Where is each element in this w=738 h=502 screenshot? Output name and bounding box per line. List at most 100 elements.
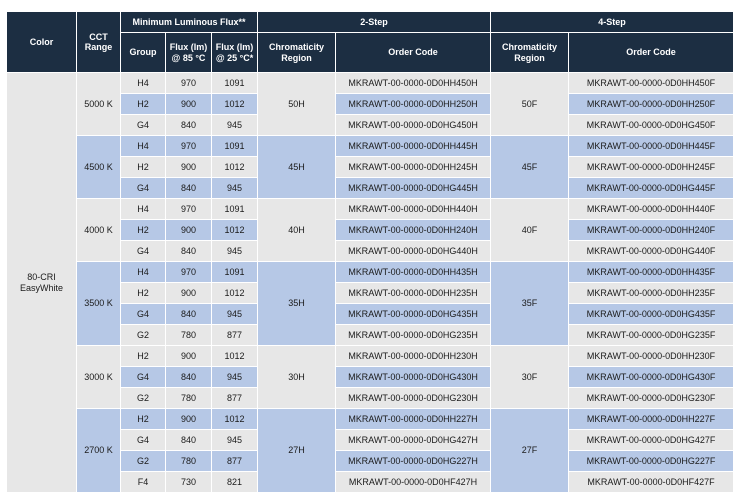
table-row: G4 840 945 MKRAWT-00-0000-0D0HG427H MKRAWT-0…: [7, 429, 735, 451]
flux-25-cell: 1012: [210, 282, 259, 304]
table-row: F4 730 821 MKRAWT-00-0000-0D0HF427H MKRAWT-0…: [7, 471, 735, 493]
flux-85-cell: 900: [165, 408, 212, 430]
flux-85-cell: 900: [165, 93, 212, 115]
flux-25-cell: 877: [210, 324, 259, 346]
chromaticity-2step-cell: 27H: [257, 408, 337, 493]
flux-85-cell: 840: [165, 240, 212, 262]
group-cell: H2: [120, 156, 166, 178]
color-cell: 80-CRI EasyWhite: [6, 72, 77, 493]
order-code-4step-cell: MKRAWT-00-0000-0D0HG445F: [568, 177, 735, 199]
cct-range-cell: 2700 K: [76, 408, 121, 493]
flux-25-cell: 1091: [210, 261, 259, 283]
cct-range-cell: 3500 K: [76, 261, 121, 346]
order-code-4step-cell: MKRAWT-00-0000-0D0HG230F: [568, 387, 735, 409]
chromaticity-4step-cell: 45F: [490, 135, 570, 199]
group-cell: G4: [120, 240, 166, 262]
order-code-4step-cell: MKRAWT-00-0000-0D0HH450F: [568, 72, 735, 94]
flux-85-cell: 780: [165, 324, 212, 346]
chromaticity-2step-cell: 40H: [257, 198, 337, 262]
order-code-4step-cell: MKRAWT-00-0000-0D0HH230F: [568, 345, 735, 367]
order-code-2step-cell: MKRAWT-00-0000-0D0HH240H: [335, 219, 492, 241]
order-code-2step-cell: MKRAWT-00-0000-0D0HG445H: [335, 177, 492, 199]
order-code-2step-cell: MKRAWT-00-0000-0D0HG430H: [335, 366, 492, 388]
cct-range-header: CCT Range: [76, 11, 121, 73]
order-code-2step-cell: MKRAWT-00-0000-0D0HH235H: [335, 282, 492, 304]
flux-25-cell: 877: [210, 387, 259, 409]
flux-25-cell: 945: [210, 366, 259, 388]
flux-25-cell: 821: [210, 471, 259, 493]
order-code-4step-cell: MKRAWT-00-0000-0D0HH235F: [568, 282, 735, 304]
chromaticity-2step-cell: 45H: [257, 135, 337, 199]
order-code-2step-cell: MKRAWT-00-0000-0D0HH450H: [335, 72, 492, 94]
chromaticity-4step-cell: 27F: [490, 408, 570, 493]
table-row: G2 780 877 MKRAWT-00-0000-0D0HG235H MKRAWT-0…: [7, 324, 735, 346]
flux-85-cell: 970: [165, 72, 212, 94]
group-cell: G2: [120, 324, 166, 346]
flux-25-cell: 1091: [210, 135, 259, 157]
order-code-4step-cell: MKRAWT-00-0000-0D0HG430F: [568, 366, 735, 388]
order-code-2step-cell: MKRAWT-00-0000-0D0HG235H: [335, 324, 492, 346]
flux-85-cell: 730: [165, 471, 212, 493]
flux-25-cell: 945: [210, 240, 259, 262]
table-row: G4 840 945 MKRAWT-00-0000-0D0HG440H MKRAWT-0…: [7, 240, 735, 262]
order-code-4step-cell: MKRAWT-00-0000-0D0HH440F: [568, 198, 735, 220]
table-row: 80-CRI EasyWhite 5000 K H4 970 1091 50H MKRAWT…: [6, 72, 735, 493]
flux-25-cell: 877: [210, 450, 259, 472]
table-header: Color CCT Range Minimum Luminous Flux** …: [6, 11, 735, 73]
chromaticity-2step-cell: 35H: [257, 261, 337, 346]
flux-85-cell: 900: [165, 282, 212, 304]
order-code-2step-cell: MKRAWT-00-0000-0D0HG427H: [335, 429, 492, 451]
chromaticity-4step-header: Chromaticity Region: [490, 32, 570, 73]
order-code-2step-cell: MKRAWT-00-0000-0D0HG227H: [335, 450, 492, 472]
table-row: H2 900 1012 MKRAWT-00-0000-0D0HH245H MKRAWT-…: [7, 156, 735, 178]
min-flux-header: Minimum Luminous Flux**: [119, 11, 259, 33]
flux-table-container: Color CCT Range Minimum Luminous Flux** …: [6, 11, 735, 493]
order-code-2step-cell: MKRAWT-00-0000-0D0HH245H: [335, 156, 492, 178]
chromaticity-2step-cell: 30H: [257, 345, 337, 409]
order-code-4step-cell: MKRAWT-00-0000-0D0HG227F: [568, 450, 735, 472]
group-cell: G4: [120, 177, 166, 199]
order-code-4step-cell: MKRAWT-00-0000-0D0HG435F: [568, 303, 735, 325]
table-row: 3500 K H4 970 1091 35H MKRAWT-00-0000-0D0HH43…: [7, 261, 735, 346]
group-cell: H2: [120, 345, 166, 367]
order-code-4step-cell: MKRAWT-00-0000-0D0HG440F: [568, 240, 735, 262]
table-row: G2 780 877 MKRAWT-00-0000-0D0HG227H MKRAWT-0…: [7, 450, 735, 472]
chromaticity-4step-cell: 40F: [490, 198, 570, 262]
group-cell: H2: [120, 219, 166, 241]
flux-85-cell: 840: [165, 114, 212, 136]
group-cell: G2: [120, 450, 166, 472]
table-row: G4 840 945 MKRAWT-00-0000-0D0HG445H MKRAWT-0…: [7, 177, 735, 199]
group-cell: H4: [120, 135, 166, 157]
cct-range-cell: 4000 K: [76, 198, 121, 262]
order-code-2step-cell: MKRAWT-00-0000-0D0HH440H: [335, 198, 492, 220]
flux-85-cell: 840: [165, 429, 212, 451]
order-code-2step-cell: MKRAWT-00-0000-0D0HH230H: [335, 345, 492, 367]
order-code-4step-cell: MKRAWT-00-0000-0D0HG235F: [568, 324, 735, 346]
flux-25-cell: 1091: [210, 198, 259, 220]
group-cell: H4: [120, 72, 166, 94]
chromaticity-4step-cell: 35F: [490, 261, 570, 346]
flux-85-cell: 970: [165, 261, 212, 283]
chromaticity-2step-cell: 50H: [257, 72, 337, 136]
flux-25-cell: 1091: [210, 72, 259, 94]
order-code-4step-cell: MKRAWT-00-0000-0D0HH445F: [568, 135, 735, 157]
group-cell: G2: [120, 387, 166, 409]
order-code-4step-cell: MKRAWT-00-0000-0D0HH435F: [568, 261, 735, 283]
group-cell: H2: [120, 408, 166, 430]
order-code-2step-cell: MKRAWT-00-0000-0D0HG450H: [335, 114, 492, 136]
flux-85-cell: 840: [165, 303, 212, 325]
group-cell: G4: [120, 114, 166, 136]
flux-85-cell: 780: [165, 450, 212, 472]
flux-25-header: Flux (lm) @ 25 °C*: [210, 32, 259, 73]
group-cell: G4: [120, 303, 166, 325]
order-code-2step-cell: MKRAWT-00-0000-0D0HH435H: [335, 261, 492, 283]
flux-25-cell: 1012: [210, 219, 259, 241]
cct-range-cell: 4500 K: [76, 135, 121, 199]
order-code-4step-cell: MKRAWT-00-0000-0D0HG427F: [568, 429, 735, 451]
flux-85-cell: 780: [165, 387, 212, 409]
order-code-2step-cell: MKRAWT-00-0000-0D0HG435H: [335, 303, 492, 325]
order-code-4step-header: Order Code: [568, 32, 735, 73]
order-code-4step-cell: MKRAWT-00-0000-0D0HH240F: [568, 219, 735, 241]
flux-85-cell: 900: [165, 219, 212, 241]
four-step-header: 4-Step: [490, 11, 735, 33]
